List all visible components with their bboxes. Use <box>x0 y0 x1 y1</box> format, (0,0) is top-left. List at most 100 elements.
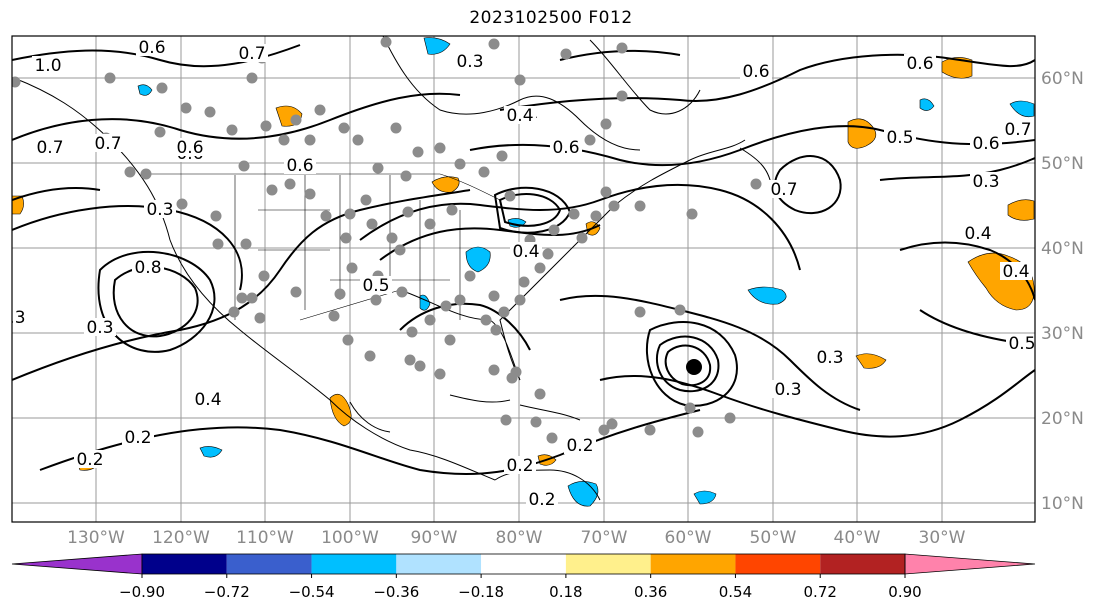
station-dot <box>424 218 436 230</box>
station-dot <box>404 354 416 366</box>
contour-label-bg <box>132 258 164 276</box>
station-dot <box>290 114 302 126</box>
contour-label: 0.4 <box>964 224 991 244</box>
colorbar: −0.90 −0.72 −0.54 −0.36 −0.18 0.18 0.36 0.54 0.7… <box>11 553 1036 601</box>
colorbar-tick-label: 0.18 <box>549 583 582 601</box>
station-dot <box>686 208 698 220</box>
contour-label-bg <box>1002 120 1034 138</box>
contour-label: 0.6 <box>906 54 933 74</box>
station-dot <box>320 210 332 222</box>
station-dot <box>560 48 572 60</box>
contour-label-bg <box>884 128 916 146</box>
contour-label-bg <box>192 390 224 408</box>
station-dot <box>266 184 278 196</box>
station-dot <box>480 314 492 326</box>
contour-label: 0.6 <box>176 138 203 158</box>
contour-line <box>359 183 801 271</box>
contour-label-bg <box>1006 334 1035 352</box>
station-dot <box>204 106 216 118</box>
negative-shading <box>1009 100 1035 118</box>
station-dot <box>344 208 356 220</box>
station-dot <box>488 38 500 50</box>
contour-label: 0.3 <box>0 308 26 328</box>
contour-label-bg <box>768 180 800 198</box>
station-dot <box>180 102 192 114</box>
station-dot <box>548 224 560 236</box>
station-dot <box>228 306 240 318</box>
contour-label-bg <box>970 172 1002 190</box>
contour-label: 0.6 <box>742 62 769 82</box>
map-frame <box>11 35 1036 523</box>
longitude-label: 60°W <box>665 528 712 548</box>
contour-label-bg <box>772 380 804 398</box>
contour-label: 0.3 <box>86 318 113 338</box>
station-dot <box>176 198 188 210</box>
station-dot <box>454 294 466 306</box>
station-dot <box>304 188 316 200</box>
colorbar-segment <box>650 554 736 574</box>
contour-line <box>12 92 461 141</box>
station-dot <box>534 388 546 400</box>
station-dot <box>364 350 376 362</box>
station-dot <box>684 402 696 414</box>
contour-label: 0.4 <box>194 390 221 410</box>
station-dot <box>444 334 456 346</box>
anomaly-shading <box>12 37 1035 507</box>
contour-label-bg <box>174 138 206 156</box>
station-dot <box>284 178 296 190</box>
station-dot <box>464 270 476 282</box>
contour-label-bg <box>122 428 154 446</box>
station-dot <box>12 76 21 88</box>
contour-label: 0.4 <box>1002 262 1029 282</box>
latitude-label: 10°N <box>1041 494 1084 514</box>
contour-label-bg <box>144 200 176 218</box>
contour-label-bg <box>550 138 582 156</box>
contour-label-bg <box>454 52 486 70</box>
station-dot <box>616 90 628 102</box>
latitude-label: 30°N <box>1041 324 1084 344</box>
station-dot <box>616 42 628 54</box>
contour-line <box>664 344 712 387</box>
negative-shading <box>423 37 451 55</box>
negative-shading <box>137 84 153 96</box>
longitude-label: 100°W <box>321 528 379 548</box>
contour-label: 0.6 <box>972 134 999 154</box>
station-dots <box>12 36 762 444</box>
contour-label-bg <box>740 62 772 80</box>
station-dot <box>414 360 426 372</box>
station-dot <box>406 326 418 338</box>
station-dot <box>236 292 248 304</box>
station-dot <box>434 142 446 154</box>
contour-line <box>39 409 701 475</box>
station-dot <box>240 238 252 250</box>
contour-label: 0.3 <box>972 172 999 192</box>
contour-label: 0.5 <box>1008 334 1035 354</box>
contour-line <box>498 193 562 227</box>
station-dot <box>140 168 152 180</box>
station-dot <box>478 166 490 178</box>
contour-line <box>12 189 471 381</box>
colorbar-tick-label: −0.18 <box>458 583 504 601</box>
station-dot <box>600 118 612 130</box>
contour-label: 0.3 <box>774 380 801 400</box>
contour-label-bg <box>504 106 536 124</box>
negative-shading <box>919 98 935 111</box>
contour-label: 0.2 <box>76 450 103 470</box>
longitude-label: 50°W <box>750 528 797 548</box>
longitude-label: 80°W <box>496 528 543 548</box>
contour-label-bg <box>84 318 116 336</box>
contour-line <box>645 321 738 407</box>
station-dot <box>390 122 402 134</box>
station-dot <box>340 232 352 244</box>
station-dot <box>278 134 290 146</box>
contour-label: 0.5 <box>886 128 913 148</box>
station-dot <box>598 424 610 436</box>
contour-line <box>899 241 1035 301</box>
map-panel: 0.60.70.70.60.50.30.40.60.60.70.60.50.70… <box>0 35 1036 523</box>
colorbar-tick-label: 0.72 <box>804 583 837 601</box>
station-dot <box>246 72 258 84</box>
station-dot <box>606 418 618 430</box>
contour-line <box>559 294 861 411</box>
station-dot <box>644 424 656 436</box>
